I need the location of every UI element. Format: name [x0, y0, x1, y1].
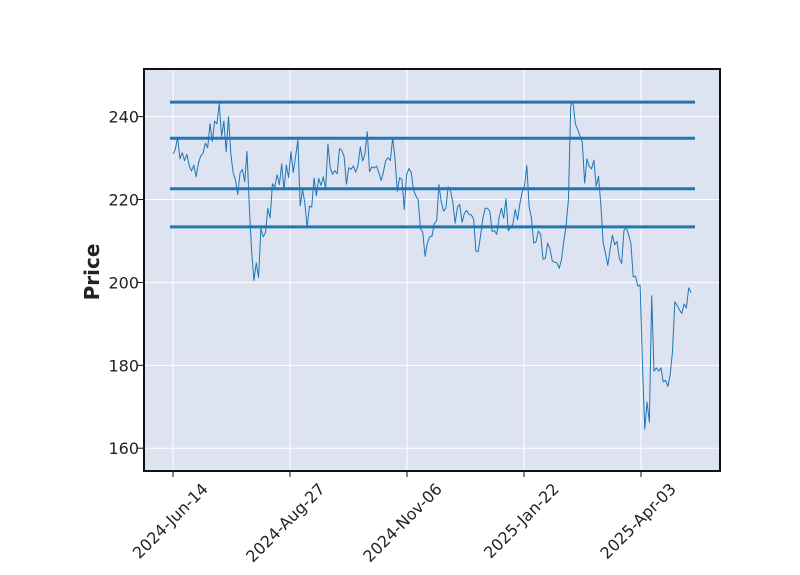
y-tick-label: 200 — [108, 273, 139, 292]
horizontal-levels — [170, 100, 695, 229]
y-tick-label: 220 — [108, 191, 139, 210]
y-axis-ticks: 160 180 200 220 240 — [108, 108, 144, 458]
y-tick-label: 180 — [108, 356, 139, 375]
y-tick-label: 160 — [108, 439, 139, 458]
series-lines — [172, 101, 692, 430]
plot-area — [144, 69, 720, 471]
price-series-line — [172, 101, 692, 430]
grid-lines — [144, 69, 720, 471]
plot-frame — [143, 68, 721, 472]
y-tick-label: 240 — [108, 108, 139, 127]
y-axis-title: Price — [80, 244, 104, 301]
